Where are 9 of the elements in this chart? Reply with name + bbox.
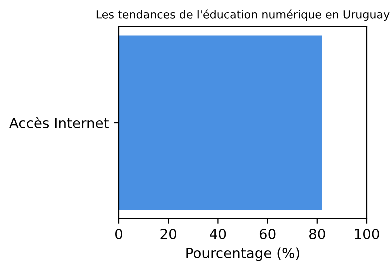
x-tick-label: 20 (160, 228, 177, 240)
y-tick-label: Accès Internet (10, 117, 109, 128)
x-tick-label: 0 (115, 228, 122, 240)
x-tick-label: 80 (310, 228, 326, 240)
x-axis-title: Pourcentage (%) (186, 248, 300, 262)
chart-title: Les tendances de l'éducation numérique en Uruguay (96, 10, 390, 21)
x-tick-label: 100 (355, 228, 380, 240)
x-tick-label: 40 (210, 228, 226, 240)
x-tick-label: 60 (260, 228, 276, 240)
